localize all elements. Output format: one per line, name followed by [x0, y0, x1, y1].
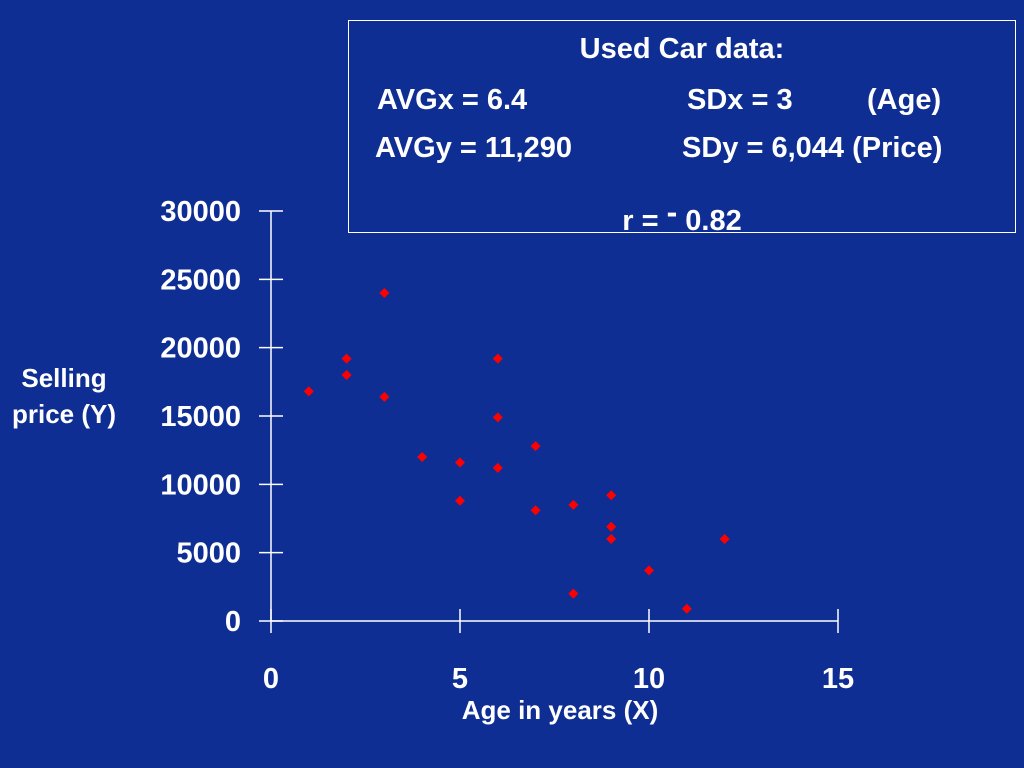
data-point	[606, 521, 617, 532]
data-point	[379, 391, 390, 402]
y-tick-label: 30000	[160, 196, 241, 228]
y-axis-title: Selling price (Y)	[11, 363, 117, 429]
age-unit-label: (Age)	[867, 84, 942, 116]
y-tick-label: 25000	[160, 264, 241, 296]
y-tick-label: 5000	[176, 538, 241, 570]
data-point	[341, 370, 352, 380]
data-point	[455, 495, 465, 506]
data-point	[681, 603, 692, 614]
data-point	[341, 353, 352, 364]
data-point	[492, 462, 503, 473]
sd-y-stat: SDy = 6,044 (Price)	[682, 132, 943, 164]
x-tick-label: 10	[633, 663, 665, 695]
summary-stats-box: Used Car data: AVGx = 6.4 SDx = 3 (Age) …	[348, 20, 1016, 236]
x-tick-label: 15	[822, 663, 854, 695]
correlation-sign: -	[666, 194, 678, 230]
data-point	[455, 457, 465, 468]
data-point	[492, 412, 503, 423]
sd-x-stat: SDx = 3	[687, 84, 793, 116]
data-point	[530, 441, 541, 452]
correlation-value: 0.82	[685, 205, 742, 237]
x-tick-label: 5	[452, 663, 468, 695]
data-point	[606, 490, 617, 501]
data-point	[417, 452, 428, 462]
data-point	[379, 288, 390, 298]
x-axis-title: Age in years (X)	[461, 695, 659, 725]
data-point	[492, 353, 503, 364]
data-point	[719, 534, 730, 544]
y-tick-label: 0	[225, 606, 241, 638]
data-point	[606, 534, 617, 544]
avg-y-stat: AVGy = 11,290	[375, 132, 572, 164]
correlation-stat: r = - 0.82	[349, 196, 1015, 236]
y-tick-label: 15000	[160, 401, 241, 433]
summary-title: Used Car data:	[579, 33, 785, 65]
correlation-label: r =	[622, 205, 659, 237]
x-tick-label: 0	[263, 663, 279, 695]
data-point	[568, 588, 579, 599]
data-point	[530, 505, 541, 516]
y-tick-label: 10000	[160, 469, 241, 501]
data-point	[644, 565, 654, 576]
y-tick-label: 20000	[160, 333, 241, 365]
data-point	[303, 386, 314, 397]
data-point	[568, 499, 579, 510]
avg-x-stat: AVGx = 6.4	[377, 84, 528, 116]
